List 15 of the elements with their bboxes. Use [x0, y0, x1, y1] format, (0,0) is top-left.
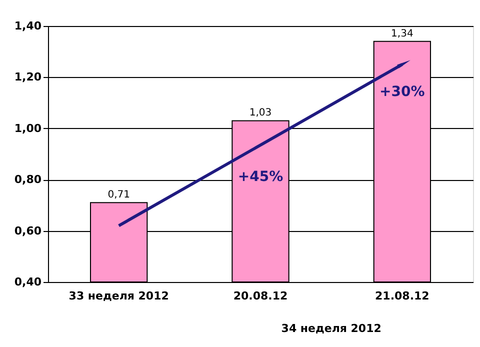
text: 1,34: [391, 28, 414, 40]
annotation: +30%: [380, 84, 425, 100]
text: 34 неделя 2012: [281, 322, 382, 335]
y-tick-label: 0,60: [14, 224, 42, 238]
x-tick-label: 33 неделя 2012: [68, 290, 169, 302]
text: 1,03: [249, 108, 272, 119]
y-tick-label: 1,20: [14, 70, 42, 84]
y-tick-label: 1,00: [14, 122, 42, 135]
annotation: +45%: [238, 169, 284, 185]
x-tick-label: 20.08.12: [233, 290, 288, 302]
text: 0,71: [108, 190, 130, 201]
y-tick-label: 0,80: [14, 173, 42, 186]
y-tick-label: 0,40: [14, 276, 42, 288]
x-tick-label: 21.08.12: [375, 290, 430, 302]
y-tick-label: 1,40: [14, 20, 42, 32]
